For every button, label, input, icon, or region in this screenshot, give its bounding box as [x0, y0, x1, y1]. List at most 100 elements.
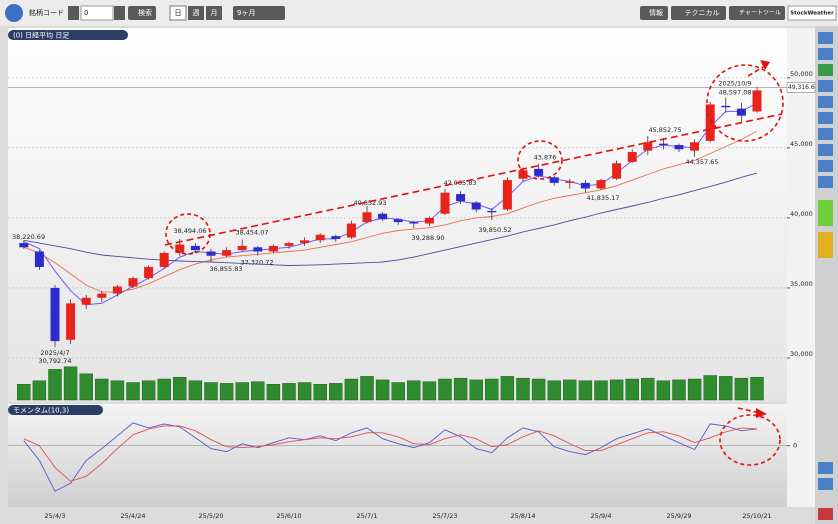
volume-bar [687, 378, 702, 401]
x-tick-label: 25/4/3 [45, 512, 66, 520]
enter-button[interactable] [114, 6, 125, 20]
candle-body [409, 222, 419, 224]
volume-bar [282, 383, 296, 401]
candle-body [237, 245, 247, 251]
candle-body [284, 243, 294, 246]
candle-body [253, 247, 263, 252]
info-label: 情報 [649, 8, 663, 17]
candle-body [346, 223, 356, 238]
candle-body [627, 152, 637, 162]
tool-icon[interactable] [818, 32, 833, 44]
tool-icon[interactable] [818, 232, 833, 258]
volume-bar [173, 377, 187, 401]
momentum-panel [8, 404, 787, 507]
tool-icon[interactable] [818, 508, 833, 520]
x-tick-label: 25/7/23 [432, 512, 457, 520]
tool-icon[interactable] [818, 96, 833, 108]
volume-bar [95, 378, 109, 401]
tool-icon[interactable] [818, 478, 833, 490]
candle-body [128, 278, 138, 287]
candle-body [393, 219, 403, 223]
candle-body [112, 286, 122, 294]
brand-button[interactable] [787, 5, 837, 21]
volume-bar [126, 382, 140, 401]
volume-bar [453, 377, 468, 401]
highlight-circle [719, 414, 781, 466]
code-input[interactable] [80, 5, 114, 21]
tool-icon[interactable] [818, 200, 833, 226]
candle-body [268, 245, 278, 252]
tool-icon[interactable] [818, 128, 833, 140]
tool-icon[interactable] [818, 144, 833, 156]
volume-bar [438, 378, 452, 401]
range-dropdown[interactable] [233, 6, 285, 20]
candle-body [549, 177, 559, 183]
x-tick-label: 25/9/4 [591, 512, 612, 520]
volume-bar [204, 382, 218, 401]
x-tick-label: 25/9/29 [666, 512, 691, 520]
volume-bar [219, 383, 234, 401]
period-button[interactable] [188, 6, 204, 20]
x-tick-label: 25/8/14 [510, 512, 535, 520]
chart-tool-button[interactable] [729, 6, 785, 20]
candle-body [34, 251, 44, 267]
tool-icon[interactable] [818, 176, 833, 188]
tool-icon[interactable] [818, 48, 833, 60]
annotation-value: 41,835.17 [586, 194, 619, 202]
candle-body [66, 303, 76, 340]
search-button[interactable] [128, 6, 156, 20]
current-price-tag [786, 82, 816, 93]
volume-bar [703, 375, 717, 401]
tool-icon[interactable] [818, 462, 833, 474]
candle-body [315, 234, 325, 241]
line [23, 422, 758, 492]
overlay-marks [164, 60, 784, 466]
volume-bar [157, 378, 171, 401]
y-tick-label: 30,000 [790, 350, 813, 358]
line [23, 130, 758, 293]
annotation-value: 44,357.65 [685, 158, 718, 166]
volume-bar [500, 376, 515, 401]
info-button[interactable] [640, 6, 668, 20]
volume-bar [563, 379, 577, 401]
candle-body [674, 145, 684, 150]
highlight-circle [517, 140, 563, 180]
title-tab [8, 405, 103, 415]
tool-icon[interactable] [818, 160, 833, 172]
annotation-value: 38,220.69 [12, 233, 45, 241]
volume-bar [141, 380, 156, 401]
annotation-value: 39,850.52 [478, 226, 511, 234]
volume-bar [297, 382, 312, 401]
volume-bar [266, 384, 281, 401]
candle-body [456, 194, 466, 202]
volume-bar [641, 377, 655, 401]
volume-bar [578, 380, 593, 401]
tool-icon[interactable] [818, 112, 833, 124]
volume-bar [48, 369, 62, 401]
chart-title: (0) 日経平均 日足 [13, 31, 69, 40]
candle-body [580, 182, 590, 189]
volume-bar [547, 380, 561, 401]
volume-bar [110, 380, 125, 401]
candle-body [471, 202, 481, 210]
x-tick-label: 25/5/20 [198, 512, 223, 520]
candle-body [175, 244, 185, 253]
code-dropdown[interactable] [68, 6, 79, 20]
sidebar-icons [818, 32, 833, 520]
candle-body [81, 297, 91, 305]
annotation-value: 30,792.74 [38, 357, 71, 365]
candle-body [487, 210, 497, 213]
period-label: 月 [211, 9, 218, 17]
tool-icon[interactable] [818, 64, 833, 76]
period-button[interactable] [169, 5, 187, 21]
volume-bar [750, 377, 764, 401]
tool-icon[interactable] [818, 80, 833, 92]
plot: 25/4/3 25/4/24 25/5/20 25/6/10 25/7/1 25/7/23… [8, 70, 816, 520]
candle-body [690, 142, 700, 151]
period-button[interactable] [206, 6, 222, 20]
technical-button[interactable] [671, 6, 726, 20]
candle-body [378, 213, 388, 220]
candle-body [206, 251, 216, 256]
code-label: 銘柄コード [29, 8, 64, 17]
